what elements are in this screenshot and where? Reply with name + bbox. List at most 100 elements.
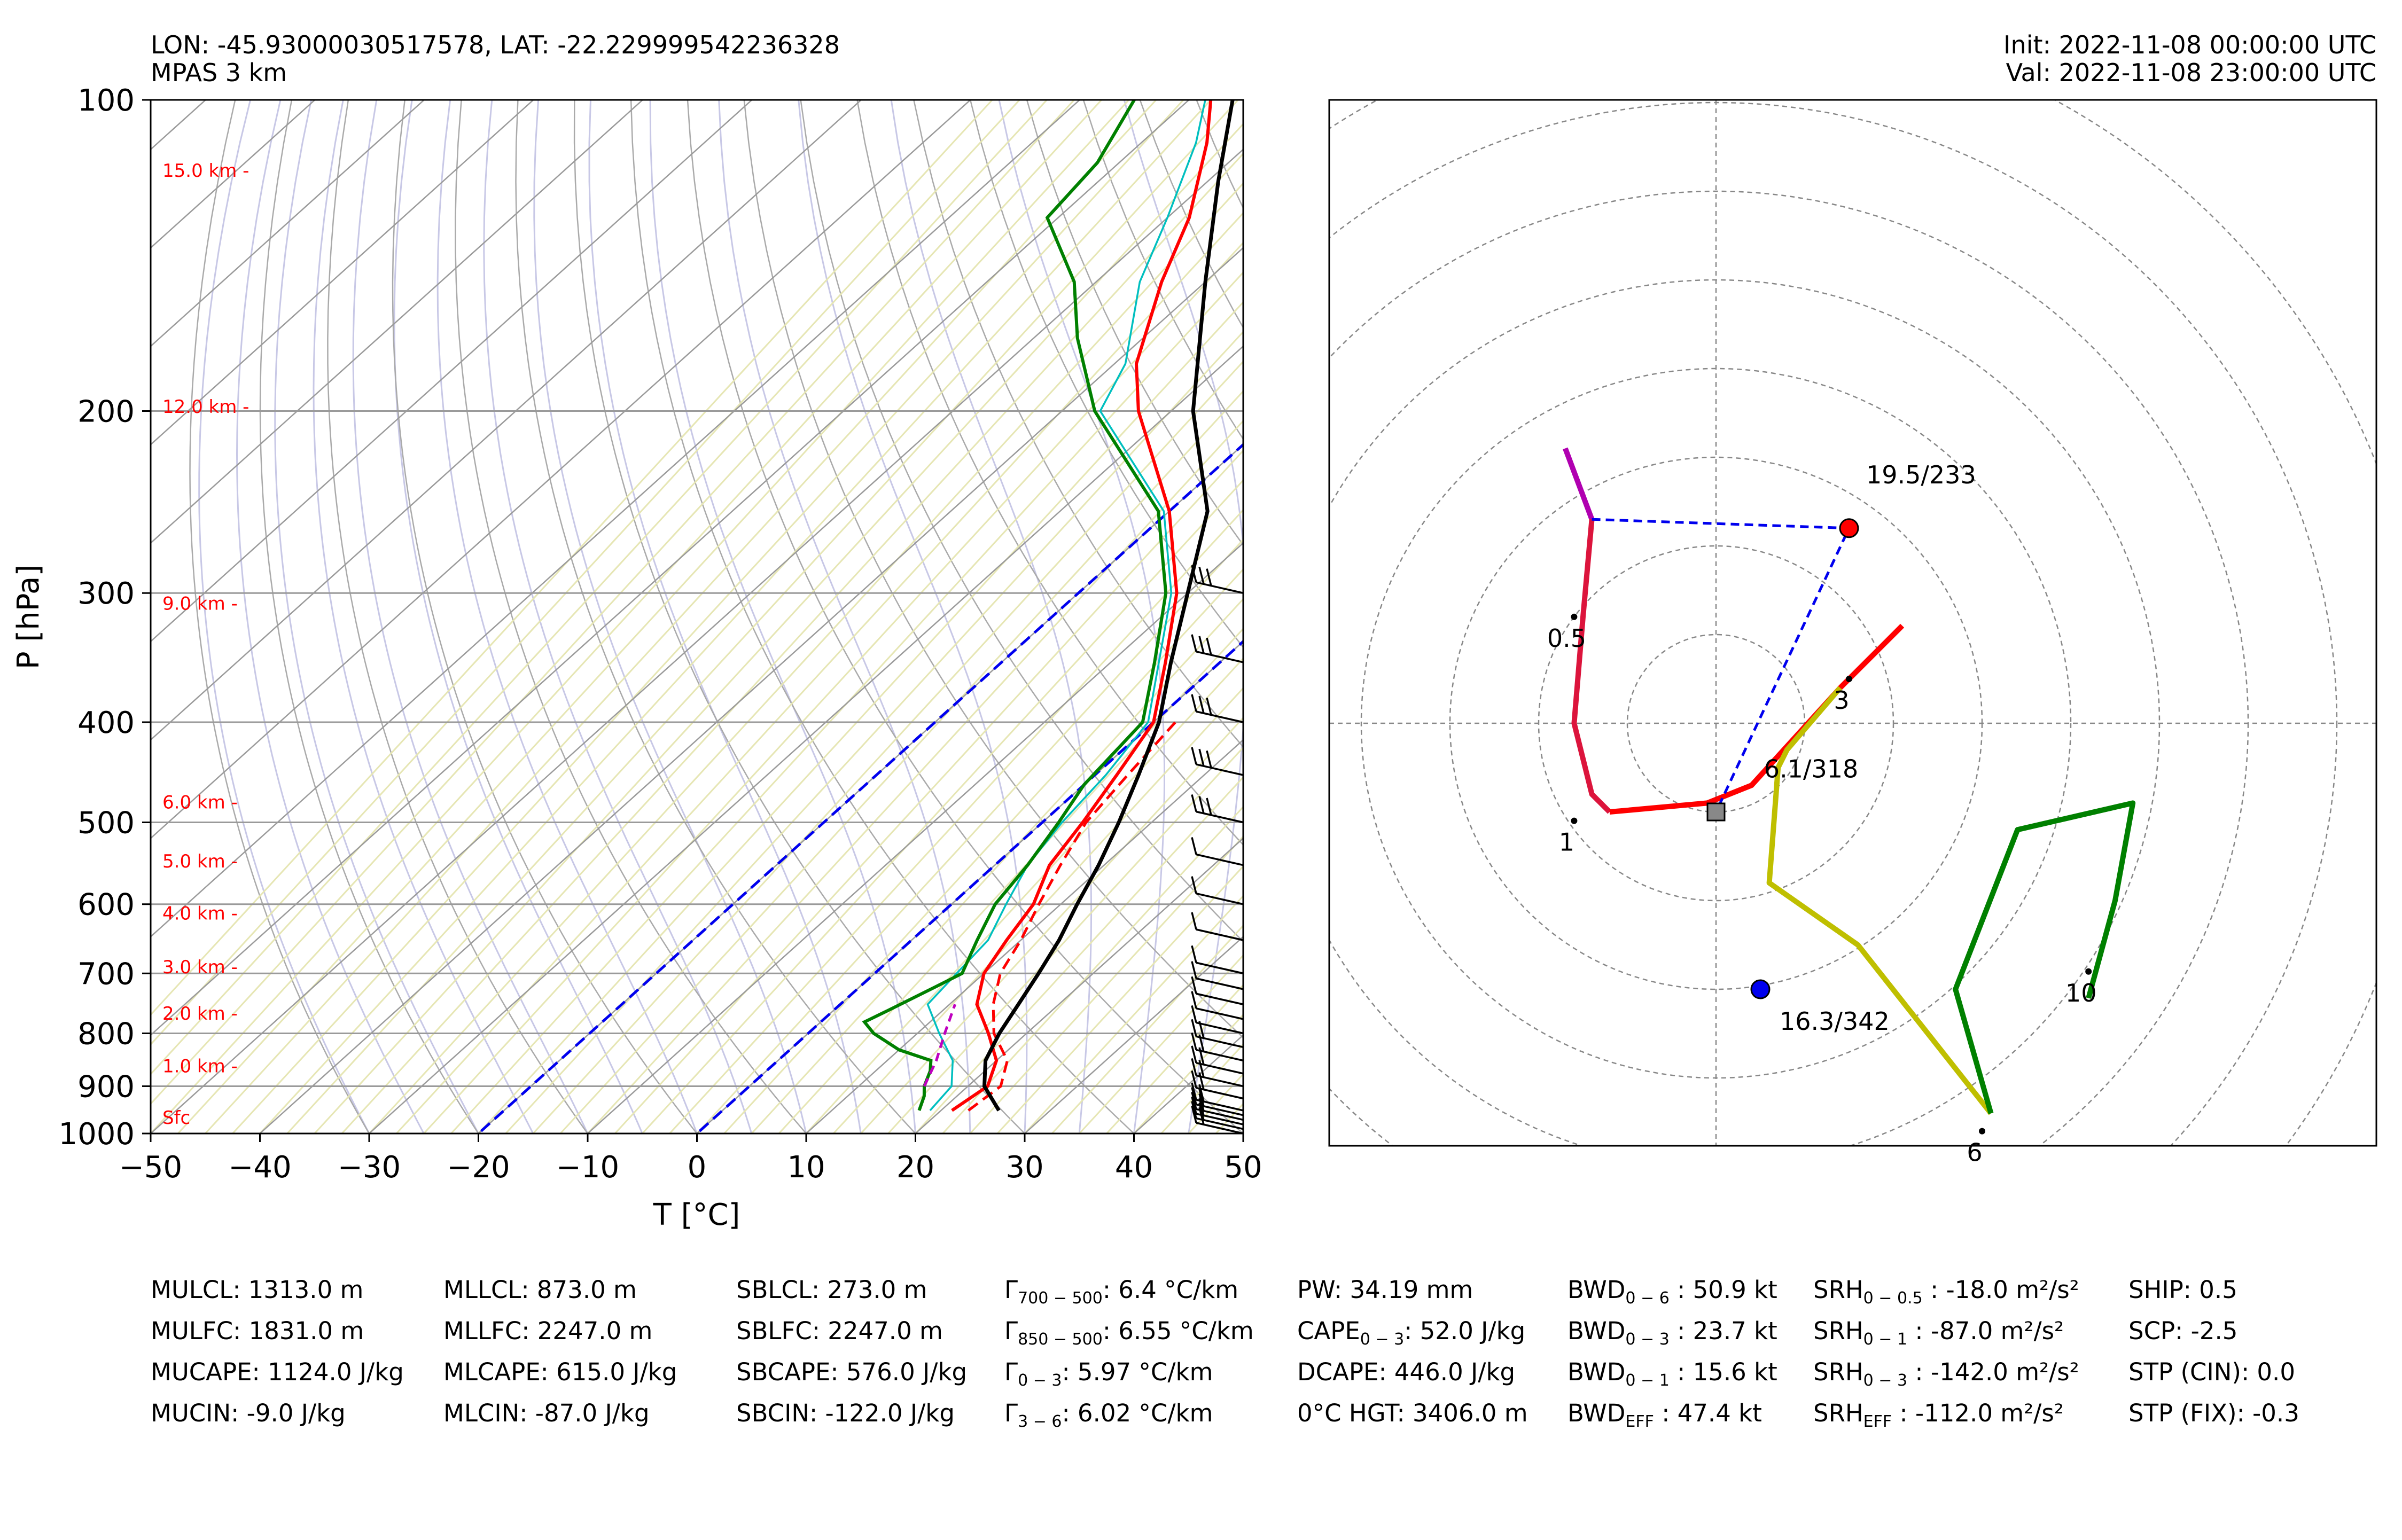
- mixing-ratio-line: [996, 865, 1243, 1133]
- wind-barbs: [1191, 565, 1244, 1135]
- index-item: PW: 34.19 mm: [1297, 1269, 1528, 1310]
- indices-moisture-column: PW: 34.19 mm CAPE0 − 3: 52.0 J/kg DCAPE: 4…: [1297, 1269, 1528, 1434]
- barb-flag: [1198, 695, 1205, 714]
- x-tick-label: 40: [1115, 1150, 1153, 1185]
- index-item: BWD0 − 1 : 15.6 kt: [1567, 1351, 1777, 1393]
- barb-flag: [1206, 637, 1212, 655]
- wetbulb-line: [926, 100, 1206, 1112]
- mixing-ratio-line: [614, 449, 1243, 1133]
- barb-flag: [1206, 798, 1212, 816]
- mixing-ratio-line: [505, 331, 1243, 1133]
- isotherm: [151, 100, 1190, 1036]
- x-tick-label: −40: [228, 1150, 291, 1185]
- y-tick-label: 100: [77, 83, 135, 118]
- index-symbol: DCAPE: [1297, 1358, 1379, 1386]
- mixing-ratio-line: [1242, 1132, 1243, 1133]
- barb-staff: [1196, 1113, 1244, 1125]
- index-subscript: 0 − 1: [1625, 1371, 1670, 1390]
- mixing-ratio-line: [832, 687, 1243, 1133]
- index-subscript: 0 − 3: [1360, 1330, 1405, 1349]
- index-subscript: 3 − 6: [1018, 1412, 1062, 1431]
- barb-flag: [1191, 1005, 1197, 1023]
- index-item: SBCAPE: 576.0 J/kg: [736, 1358, 968, 1386]
- mixing-ratio-line: [423, 241, 1243, 1133]
- dry-adiabat: [630, 100, 1135, 1133]
- barb-staff: [1196, 1035, 1244, 1049]
- index-item: MUCAPE: 1124.0 J/kg: [151, 1358, 404, 1386]
- dry-adiabat: [259, 100, 479, 1133]
- index-item: SHIP: 0.5: [2128, 1276, 2237, 1304]
- barb-flag: [1198, 567, 1205, 584]
- isotherm: [151, 148, 1243, 1133]
- index-item: MLLFC: 2247.0 m: [443, 1317, 653, 1345]
- dry-adiabat: [1139, 100, 1243, 329]
- isotherm: [151, 100, 972, 839]
- index-value: : -18.0 m²/s²: [1922, 1276, 2079, 1304]
- barb-staff: [1196, 1007, 1244, 1020]
- index-item: Γ700 − 500: 6.4 °C/km: [1004, 1269, 1254, 1310]
- moist-adiabat: [1242, 1129, 1243, 1133]
- moist-adiabat: [393, 100, 643, 1133]
- mixing-ratio-line: [751, 598, 1243, 1133]
- index-item: Γ3 − 6: 6.02 °C/km: [1004, 1393, 1254, 1434]
- barb-staff: [1196, 928, 1244, 941]
- dry-adiabat: [1253, 100, 2336, 1133]
- barb-staff: [1196, 1074, 1244, 1088]
- indices-ml-column: MLLCL: 873.0 m MLLFC: 2247.0 m MLCAPE: 615…: [443, 1269, 677, 1434]
- index-subscript: EFF: [1625, 1412, 1654, 1431]
- mixing-ratio-line: [1298, 100, 2249, 1133]
- moist-adiabat: [236, 100, 425, 1133]
- index-value: : 446.0 J/kg: [1378, 1358, 1516, 1386]
- dry-adiabat: [1196, 100, 1243, 210]
- mixing-ratio-line: [1215, 1103, 1243, 1133]
- barb-flag: [1191, 1058, 1197, 1076]
- wind-barb: [1191, 837, 1244, 866]
- index-symbol: Γ: [1004, 1399, 1018, 1427]
- mixing-ratio-line: [942, 806, 1243, 1133]
- wind-barb: [1191, 912, 1244, 941]
- index-subscript: 0 − 3: [1863, 1371, 1908, 1390]
- indices-lapse-column: Γ700 − 500: 6.4 °C/km Γ850 − 500: 6.55 °C…: [1004, 1269, 1254, 1434]
- isotherm: [914, 837, 1243, 1133]
- height-label: 5.0 km -: [162, 851, 238, 872]
- moist-adiabat: [436, 100, 698, 1133]
- y-tick-label: 200: [77, 394, 135, 429]
- isotherm: [151, 100, 1081, 938]
- index-value: : 47.4 kt: [1654, 1399, 1762, 1427]
- mixing-ratio-line: [669, 509, 1243, 1133]
- index-item: MLCIN: -87.0 J/kg: [443, 1399, 650, 1427]
- valid-time-text: Val: 2022-11-08 23:00:00 UTC: [2006, 58, 2376, 87]
- mixing-ratio-line: [341, 152, 1243, 1133]
- index-item: SCP: -2.5: [2128, 1317, 2238, 1345]
- dry-adiabat: [327, 100, 589, 1133]
- barb-flag: [1191, 1091, 1197, 1109]
- moist-adiabat: [313, 100, 534, 1133]
- index-symbol: BWD: [1567, 1317, 1626, 1345]
- barb-flag: [1191, 1082, 1197, 1100]
- index-subscript: 700 − 500: [1018, 1289, 1103, 1308]
- dry-adiabat: [856, 100, 1243, 846]
- barb-flag: [1191, 794, 1197, 812]
- mixing-ratio-line: [915, 776, 1243, 1133]
- moist-adiabat: [483, 100, 753, 1133]
- index-value: : 6.4 °C/km: [1102, 1276, 1239, 1304]
- mixing-ratio-line: [887, 746, 1243, 1133]
- barb-flag: [1198, 636, 1205, 654]
- index-value: : 6.02 °C/km: [1062, 1399, 1213, 1427]
- dry-adiabat: [1423, 100, 2402, 1133]
- index-subscript: 0 − 3: [1018, 1371, 1062, 1390]
- isotherm: [259, 247, 1243, 1133]
- barb-staff: [1196, 1049, 1244, 1062]
- mixing-ratio-line: [1188, 1073, 1243, 1133]
- barb-staff: [1196, 1122, 1244, 1135]
- dry-adiabat: [800, 100, 1243, 943]
- skewt-profiles: [862, 100, 1235, 1112]
- y-tick-label: 400: [77, 706, 135, 740]
- wind-barb: [1191, 991, 1244, 1020]
- location-text: LON: -45.93000030517578, LAT: -22.229999…: [151, 30, 840, 59]
- mixing-ratio-line: [805, 657, 1243, 1133]
- freezing-isotherm: [695, 639, 1243, 1133]
- y-tick-label: 800: [77, 1017, 135, 1051]
- mixing-ratio-line: [559, 390, 1243, 1133]
- isotherm: [696, 640, 1243, 1133]
